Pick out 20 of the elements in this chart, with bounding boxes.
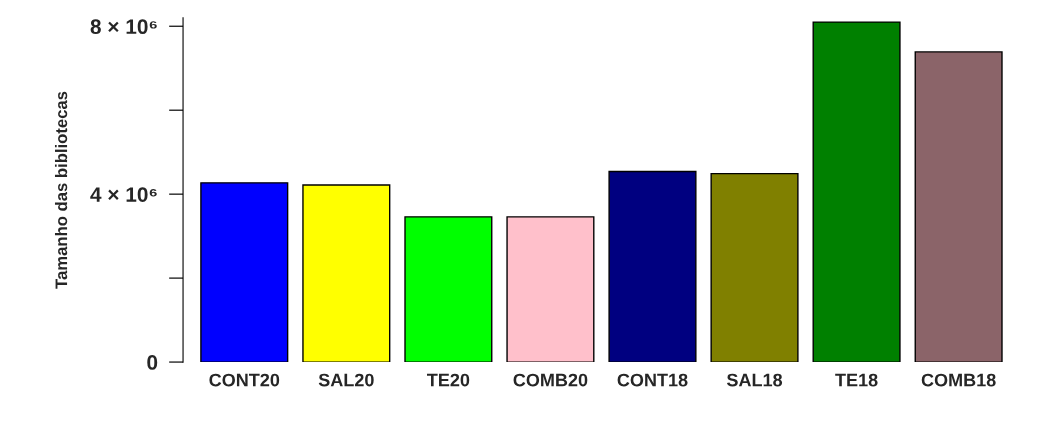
x-tick-label: SAL20 bbox=[318, 373, 374, 387]
x-tick-label: COMB20 bbox=[513, 373, 588, 387]
y-tick-label: 0 bbox=[147, 355, 158, 370]
y-axis-title: Tamanho das bibliotecas bbox=[54, 91, 68, 289]
bar bbox=[710, 172, 799, 363]
bar bbox=[812, 21, 901, 363]
x-tick-label: COMB18 bbox=[921, 373, 996, 387]
x-tick-label: CONT18 bbox=[617, 373, 688, 387]
bar bbox=[302, 184, 391, 363]
bar bbox=[608, 170, 697, 363]
y-tick-label: 4 × 10⁶ bbox=[90, 187, 157, 202]
x-tick-label: CONT20 bbox=[209, 373, 280, 387]
bar bbox=[506, 216, 595, 363]
bar bbox=[914, 51, 1003, 363]
x-tick-label: SAL18 bbox=[726, 373, 783, 387]
x-tick-label: TE18 bbox=[835, 373, 878, 387]
bar bbox=[404, 216, 493, 363]
y-tick-label: 8 × 10⁶ bbox=[90, 19, 157, 35]
bar bbox=[200, 182, 289, 363]
x-tick-label: TE20 bbox=[427, 373, 470, 387]
